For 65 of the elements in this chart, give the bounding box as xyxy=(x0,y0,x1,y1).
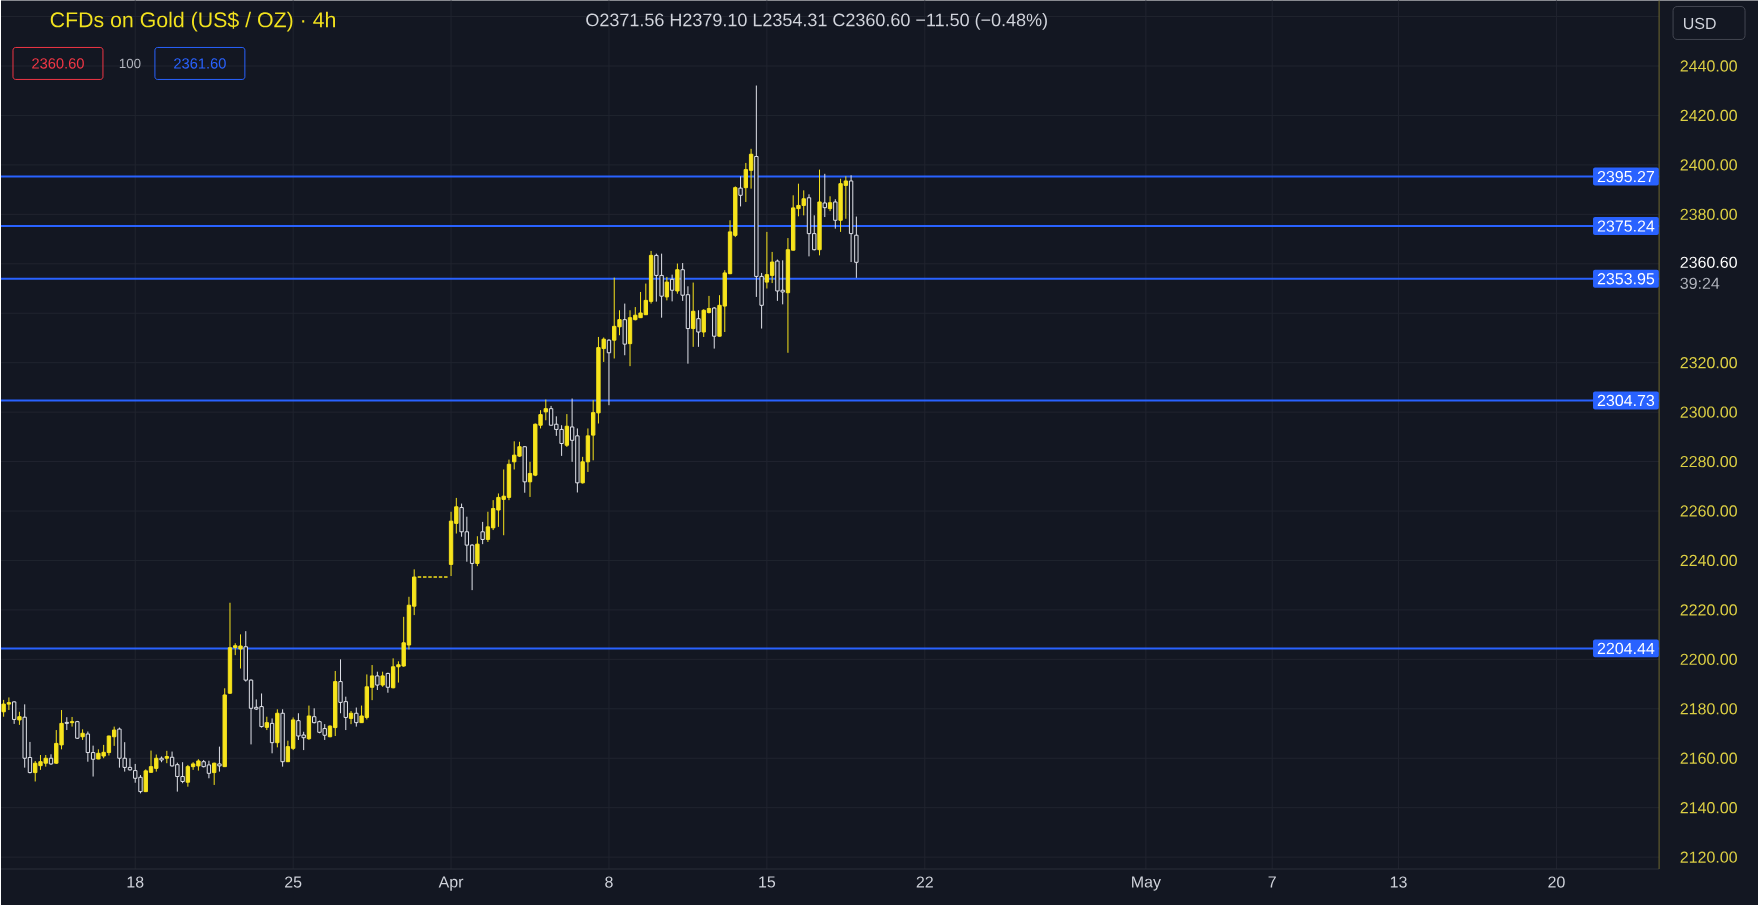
y-tick-label: 2120.00 xyxy=(1680,851,1737,863)
candlestick xyxy=(691,282,696,348)
y-tick-label: 2200.00 xyxy=(1680,653,1737,666)
candlestick xyxy=(375,671,380,691)
y-tick-label: 2400.00 xyxy=(1680,159,1737,171)
candlestick xyxy=(675,263,680,295)
y-tick-label: 2160.00 xyxy=(1680,752,1737,764)
candlestick xyxy=(764,231,770,290)
candlestick xyxy=(769,251,775,284)
x-tick-label: 13 xyxy=(1390,876,1407,888)
y-tick-label: 2180.00 xyxy=(1680,703,1737,715)
ref-line-label: 2204.44 xyxy=(1597,642,1655,655)
x-tick-label: 8 xyxy=(605,876,613,888)
x-tick-label: 22 xyxy=(916,876,933,888)
candlestick xyxy=(475,535,480,567)
candlestick xyxy=(696,309,701,348)
chart-title: CFDs on Gold (US$ / OZ) · 4h xyxy=(50,11,335,32)
y-tick-label: 2440.00 xyxy=(1680,60,1737,72)
x-tick-label: 20 xyxy=(1548,876,1565,888)
x-tick-label: 18 xyxy=(127,876,144,888)
candlestick xyxy=(833,198,838,230)
text: USD xyxy=(1684,17,1716,30)
candlestick xyxy=(543,399,548,421)
y-tick-label: 2280.00 xyxy=(1680,455,1737,468)
annotation: 2360.60 xyxy=(32,58,84,69)
x-tick-label: 7 xyxy=(1268,876,1276,888)
ref-line-label: 2353.95 xyxy=(1597,273,1655,285)
annotation: 2361.60 xyxy=(174,58,226,69)
candlestick xyxy=(812,214,817,251)
text: 39:24 xyxy=(1680,277,1720,289)
candlestick xyxy=(738,175,743,207)
candlestick xyxy=(348,710,354,725)
candlestick xyxy=(827,195,833,212)
ref-line-label: 2395.27 xyxy=(1597,170,1655,183)
candlestick xyxy=(306,705,312,741)
candlestick xyxy=(85,731,91,763)
candlestick xyxy=(185,764,191,788)
candlestick xyxy=(69,716,75,728)
y-tick-label: 2420.00 xyxy=(1680,109,1737,122)
y-tick-label: 2300.00 xyxy=(1680,406,1737,418)
candlestick xyxy=(11,700,17,725)
y-tick-label: 2320.00 xyxy=(1680,357,1737,369)
x-tick-label: 25 xyxy=(285,876,302,888)
candlestick xyxy=(606,338,612,406)
y-tick-label: 2260.00 xyxy=(1680,505,1737,517)
y-tick-label: 2240.00 xyxy=(1680,554,1737,567)
candlestick xyxy=(664,276,670,301)
text: 2360.60 xyxy=(1680,256,1737,268)
x-tick-label: Apr xyxy=(438,876,464,891)
annotation: 100 xyxy=(119,58,141,69)
candlestick xyxy=(564,413,570,448)
x-tick-label: May xyxy=(1132,876,1161,891)
ref-line-label: 2304.73 xyxy=(1597,394,1655,407)
candlestick xyxy=(354,707,359,728)
ref-line-label: 2375.24 xyxy=(1597,220,1655,232)
candlestick xyxy=(669,274,675,302)
y-tick-label: 2380.00 xyxy=(1680,208,1737,220)
x-tick-label: 15 xyxy=(759,876,776,888)
candlestick xyxy=(269,717,275,754)
text: O2371.56 H2379.10 L2354.31 C2360.60 −11.50 (−0.48%) xyxy=(586,13,1047,30)
y-tick-label: 2140.00 xyxy=(1680,802,1737,814)
candlestick xyxy=(217,746,222,773)
candlestick xyxy=(822,173,827,218)
y-tick-label: 2220.00 xyxy=(1680,604,1737,616)
candlestick xyxy=(480,521,485,545)
